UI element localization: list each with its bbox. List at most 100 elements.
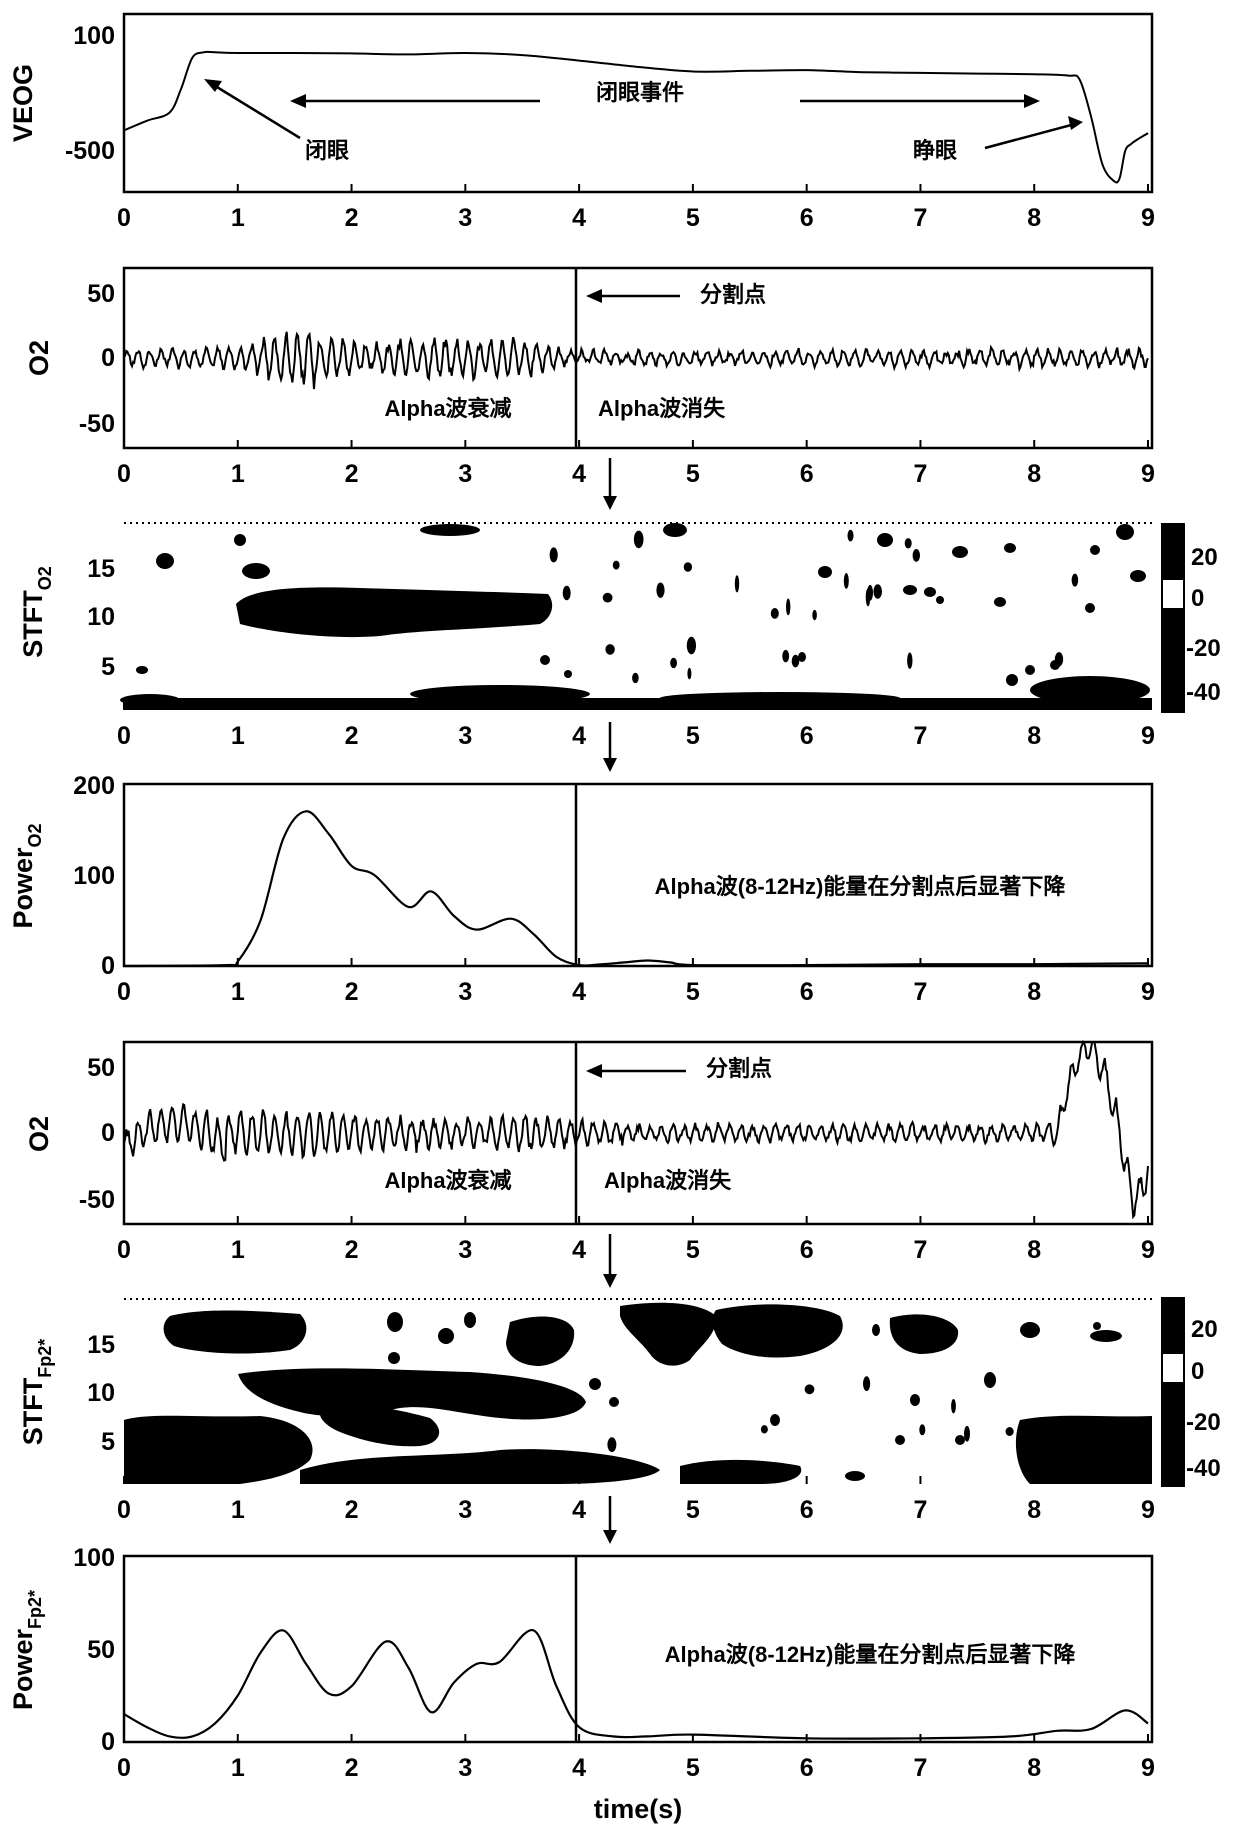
stft-fp2-blob-b <box>438 1328 454 1344</box>
spectrogram-speck <box>783 1322 791 1330</box>
xtick-label: 1 <box>231 460 245 488</box>
xtick-label: 1 <box>231 722 245 750</box>
stft-o2-low-band <box>124 698 1152 710</box>
xtick-label: 1 <box>231 978 245 1006</box>
xtick-label: 6 <box>800 204 814 232</box>
stft-o2-blob-x <box>1085 603 1095 613</box>
panel-o2-b: O2 50 0 -50 0123456789 分割点 Alpha波衰减 Alph… <box>24 1042 1155 1288</box>
veog-anno-close-event: 闭眼事件 <box>596 80 684 105</box>
xtick-label: 6 <box>800 978 814 1006</box>
powo2-ytick-100: 100 <box>73 862 115 890</box>
xtick-label: 2 <box>345 204 359 232</box>
xtick-label: 6 <box>800 1754 814 1782</box>
spectrogram-speck <box>761 1425 768 1433</box>
xtick-label: 7 <box>913 1754 927 1782</box>
xtick-label: 4 <box>572 460 586 488</box>
stft-o2-blob-w <box>936 596 944 604</box>
xtick-label: 6 <box>800 1236 814 1264</box>
stft-o2-colorbar: 20 0 -20 -40 <box>1162 524 1221 712</box>
stft-o2-blob-q <box>1006 674 1018 686</box>
spectrogram-speck <box>919 1424 925 1435</box>
stft-o2-ylabel: STFTO2 <box>18 566 55 658</box>
stft-o2-blob-p <box>136 666 148 674</box>
stft-o2-down-arrowhead <box>603 758 617 772</box>
o2b-arrowhead-split <box>586 1064 602 1078</box>
spectrogram-speck <box>771 608 779 619</box>
spectrogram-speck <box>863 1376 870 1391</box>
xtick-label: 4 <box>572 1496 586 1524</box>
stft-fp2-top-left <box>164 1311 307 1354</box>
stft-fp2-right-mass <box>1016 1416 1152 1484</box>
stft-o2-cbtick-neg20: -20 <box>1186 635 1221 662</box>
stft-fp2-blob-o <box>845 1471 865 1481</box>
xtick-label: 0 <box>117 978 131 1006</box>
xtick-label: 2 <box>345 1496 359 1524</box>
stft-o2-blob-t <box>540 655 550 665</box>
stft-fp2-blob-n <box>1094 1434 1106 1446</box>
panel-o2-a: O2 50 0 -50 0123456789 分割点 Alpha波衰减 Alph… <box>24 268 1155 510</box>
spectrogram-speck <box>786 599 790 616</box>
xtick-label: 5 <box>686 1496 700 1524</box>
xtick-label: 7 <box>913 1496 927 1524</box>
stft-o2-ytick-15: 15 <box>87 555 115 583</box>
stft-o2-blob-a <box>242 563 270 579</box>
veog-arrow-close <box>212 84 300 138</box>
xtick-label: 3 <box>458 978 472 1006</box>
stft-o2-blob-h <box>818 566 832 578</box>
spectrogram-speck <box>607 1437 616 1452</box>
stft-o2-blob-b <box>156 553 174 569</box>
stft-fp2-blob-d <box>464 1312 476 1328</box>
xtick-label: 0 <box>117 1236 131 1264</box>
spectrogram-speck <box>907 653 912 669</box>
stft-o2-low-blob-3 <box>660 692 900 704</box>
o2b-ytick-50: 50 <box>87 1054 115 1082</box>
stft-fp2-ylabel: STFTFp2* <box>18 1339 55 1446</box>
stft-o2-blob-j <box>1130 570 1146 582</box>
stft-fp2-colorbar-white <box>1162 1354 1184 1382</box>
xtick-label: 7 <box>913 978 927 1006</box>
spectrogram-speck <box>812 610 817 620</box>
stft-o2-blob-d <box>420 524 480 536</box>
xtick-label: 8 <box>1027 1236 1041 1264</box>
o2b-anno-vanish: Alpha波消失 <box>604 1168 732 1193</box>
veog-arrowhead-close <box>204 79 222 92</box>
xtick-label: 4 <box>572 204 586 232</box>
xtick-label: 7 <box>913 722 927 750</box>
stft-fp2-blob-j <box>872 1324 880 1336</box>
stft-o2-blob-g <box>877 533 893 547</box>
o2b-ylabel: O2 <box>24 1116 54 1152</box>
xtick-label: 7 <box>913 1236 927 1264</box>
spectrogram-speck <box>905 538 912 548</box>
panel-veog: VEOG 100 -500 0123456789 闭眼事件 闭眼 睁眼 <box>8 14 1155 232</box>
xtick-label: 3 <box>458 204 472 232</box>
o2a-down-arrowhead <box>603 496 617 510</box>
powfp2-xlabel: time(s) <box>594 1794 683 1824</box>
xtick-label: 5 <box>686 722 700 750</box>
xtick-label: 0 <box>117 1754 131 1782</box>
powfp2-ytick-100: 100 <box>73 1544 115 1572</box>
powfp2-ylabel: PowerFp2* <box>8 1590 45 1710</box>
veog-arrowhead-right <box>1024 94 1040 108</box>
xtick-label: 1 <box>231 1754 245 1782</box>
stft-fp2-blob-g <box>1020 1322 1040 1338</box>
panel-stft-fp2: STFTFp2* 15 10 5 0123456789 20 0 -20 -40 <box>18 1298 1221 1544</box>
spectrogram-speck <box>687 668 691 680</box>
stft-o2-cbtick-20: 20 <box>1191 544 1218 571</box>
xtick-label: 5 <box>686 1754 700 1782</box>
stft-o2-ytick-5: 5 <box>101 653 115 681</box>
veog-ytick-100: 100 <box>73 22 115 50</box>
veog-arrowhead-open <box>1068 116 1083 130</box>
stft-fp2-blob-p <box>589 1378 601 1390</box>
xtick-label: 1 <box>231 1236 245 1264</box>
spectrogram-speck <box>670 658 677 668</box>
powo2-anno: Alpha波(8-12Hz)能量在分割点后显著下降 <box>655 874 1067 899</box>
xtick-label: 8 <box>1027 1754 1041 1782</box>
xtick-label: 2 <box>345 978 359 1006</box>
o2a-anno-vanish: Alpha波消失 <box>598 396 726 421</box>
stft-fp2-blob-k <box>770 1414 780 1426</box>
xtick-label: 9 <box>1141 1236 1155 1264</box>
spectrogram-speck <box>792 655 800 668</box>
xtick-label: 4 <box>572 722 586 750</box>
xtick-label: 7 <box>913 460 927 488</box>
xtick-label: 9 <box>1141 722 1155 750</box>
